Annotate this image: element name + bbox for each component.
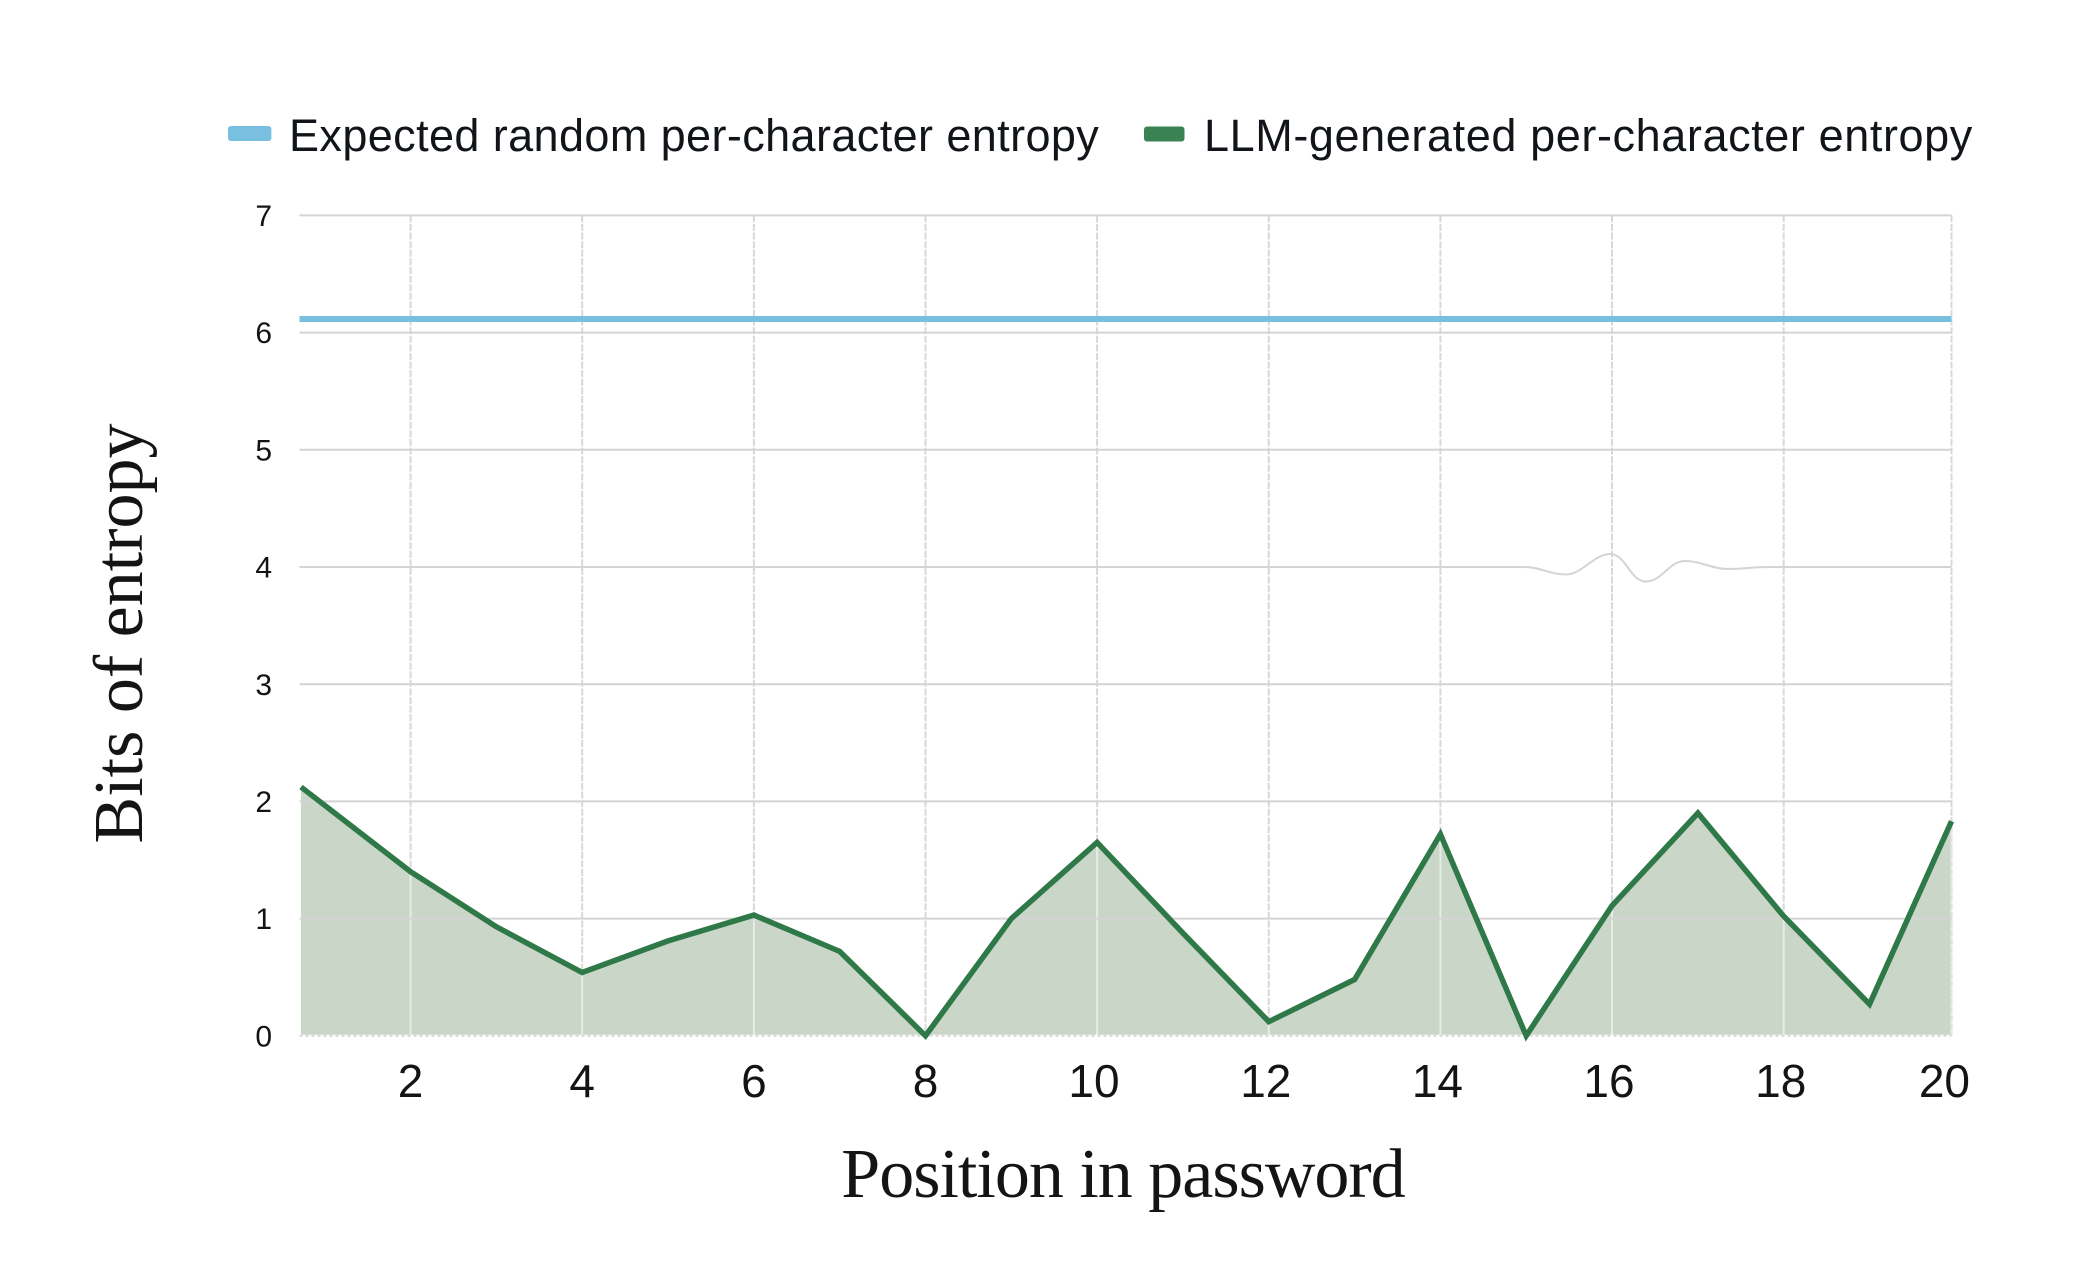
svg-text:1: 1 [255, 903, 272, 936]
svg-text:10: 10 [1068, 1055, 1119, 1107]
svg-text:14: 14 [1412, 1055, 1463, 1107]
svg-text:LLM-generated per-character en: LLM-generated per-character entropy [1204, 110, 1973, 161]
svg-text:7: 7 [255, 200, 272, 233]
svg-text:2: 2 [398, 1055, 424, 1107]
svg-text:5: 5 [255, 434, 272, 467]
svg-text:Expected random per-character: Expected random per-character entropy [289, 110, 1099, 161]
svg-text:Bits of entropy: Bits of entropy [81, 424, 158, 844]
svg-text:8: 8 [913, 1055, 939, 1107]
svg-text:6: 6 [741, 1055, 767, 1107]
svg-text:4: 4 [255, 552, 272, 585]
svg-text:4: 4 [569, 1055, 595, 1107]
svg-text:20: 20 [1919, 1055, 1970, 1107]
svg-text:3: 3 [255, 669, 272, 702]
svg-text:12: 12 [1240, 1055, 1291, 1107]
svg-text:16: 16 [1583, 1055, 1634, 1107]
svg-text:Position in password: Position in password [841, 1136, 1405, 1213]
svg-text:6: 6 [255, 317, 272, 350]
svg-text:0: 0 [255, 1020, 272, 1053]
svg-text:18: 18 [1755, 1055, 1806, 1107]
svg-text:2: 2 [255, 786, 272, 819]
